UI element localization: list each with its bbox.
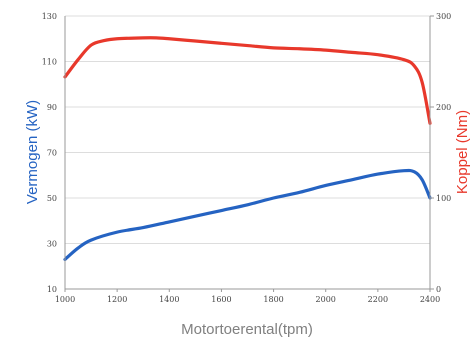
- x-tick-label: 1000: [55, 295, 75, 304]
- x-tick-label: 1400: [159, 295, 179, 304]
- y-left-tick-label: 110: [42, 58, 57, 67]
- series-layer: [63, 36, 432, 262]
- y-right-tick-label: 200: [436, 103, 451, 112]
- y-right-tick-labels: 0 100 200 300: [430, 12, 451, 294]
- y-left-tick-label: 90: [47, 103, 57, 112]
- x-tick-label: 2000: [316, 295, 336, 304]
- x-axis-label: Motortoerental(tpm): [181, 321, 313, 338]
- y-left-axis-label: Vermogen (kW): [24, 100, 41, 204]
- x-tick-label: 2400: [420, 295, 440, 304]
- y-right-tick-label: 100: [436, 194, 451, 203]
- y-right-axis-label: Koppel (Nm): [454, 110, 471, 194]
- x-tick-label: 1600: [211, 295, 231, 304]
- y-left-tick-label: 130: [42, 12, 57, 21]
- power-series-line: [63, 168, 432, 262]
- y-right-tick-label: 300: [436, 12, 451, 21]
- y-left-tick-label: 10: [47, 285, 57, 294]
- y-right-tick-label: 0: [436, 285, 441, 294]
- grid-lines: [65, 15, 430, 244]
- torque-series-line: [63, 36, 432, 125]
- y-left-tick-label: 30: [47, 240, 57, 249]
- x-tick-label: 2200: [368, 295, 388, 304]
- x-tick-label: 1800: [263, 295, 283, 304]
- y-left-tick-label: 50: [47, 194, 57, 203]
- x-tick-label: 1200: [107, 295, 127, 304]
- x-tick-labels: 1000 1200 1400 1600 1800 2000 2200 2400: [55, 289, 440, 304]
- y-left-tick-label: 70: [47, 149, 57, 158]
- y-left-tick-labels: 10 30 50 70 90 110 130: [42, 12, 57, 294]
